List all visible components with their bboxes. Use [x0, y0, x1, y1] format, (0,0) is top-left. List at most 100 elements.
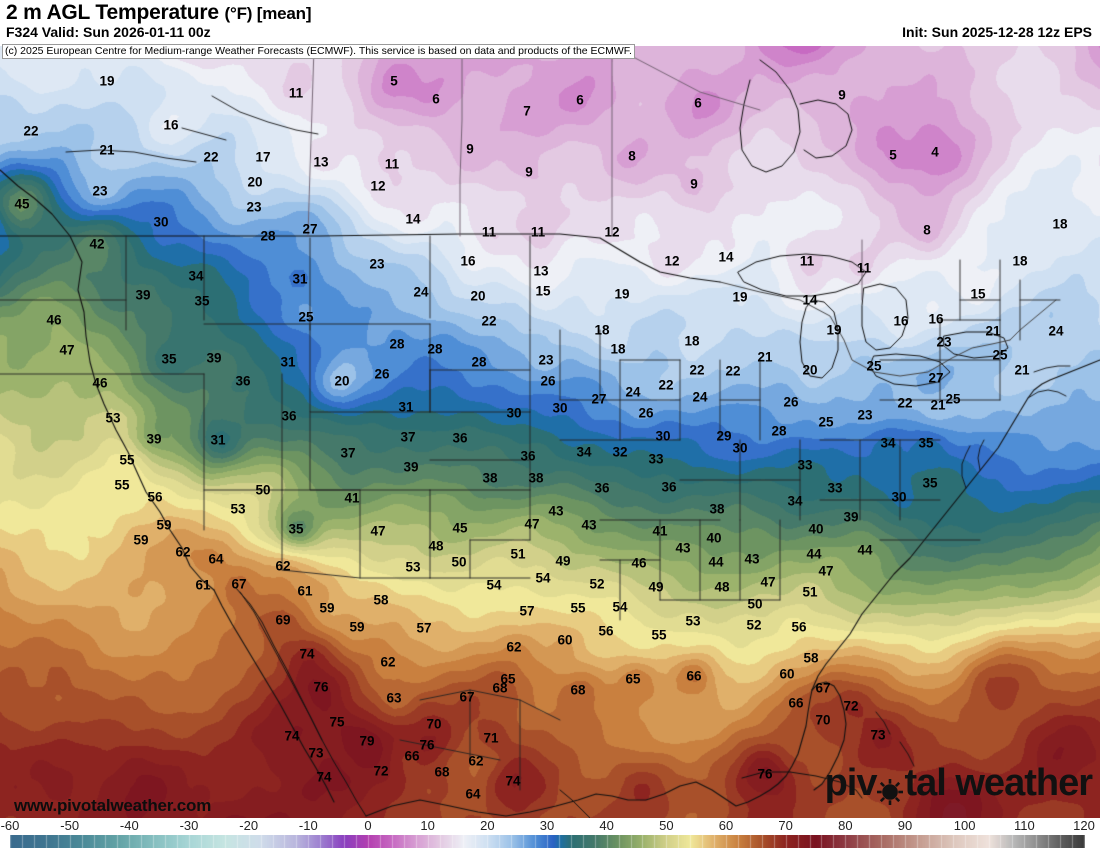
- temperature-value-label: 22: [658, 377, 674, 393]
- temperature-value-label: 51: [802, 584, 818, 600]
- temperature-value-label: 12: [664, 253, 680, 269]
- temperature-value-label: 28: [771, 423, 787, 439]
- gear-sun-icon: [877, 774, 904, 805]
- colorbar: -60 -50 -40 -30 -20 -10 0 10 20 30 40 50 60 70 80 90 100…: [0, 818, 1100, 850]
- temperature-value-label: 47: [760, 574, 776, 590]
- temperature-value-label: 30: [552, 400, 568, 416]
- temperature-value-label: 26: [638, 405, 654, 421]
- temperature-value-label: 17: [255, 149, 271, 165]
- temperature-value-label: 23: [936, 334, 952, 350]
- temperature-value-label: 15: [970, 286, 986, 302]
- temperature-value-label: 55: [114, 477, 130, 493]
- temperature-value-label: 49: [648, 579, 664, 595]
- temperature-value-label: 42: [89, 236, 105, 252]
- temperature-value-label: 21: [757, 349, 773, 365]
- temperature-value-label: 16: [163, 117, 179, 133]
- temperature-value-label: 47: [818, 563, 834, 579]
- temperature-value-label: 62: [175, 544, 191, 560]
- temperature-value-label: 6: [576, 92, 584, 108]
- valid-time-label: F324 Valid: Sun 2026-01-11 00z: [6, 24, 211, 40]
- temperature-value-label: 63: [386, 690, 402, 706]
- temperature-value-label: 49: [555, 553, 571, 569]
- temperature-value-label: 9: [690, 176, 698, 192]
- temperature-value-label: 53: [230, 501, 246, 517]
- temperature-value-label: 41: [652, 523, 668, 539]
- temperature-value-label: 47: [59, 342, 75, 358]
- temperature-value-label: 54: [612, 599, 628, 615]
- temperature-value-label: 34: [576, 444, 592, 460]
- temperature-value-label: 30: [655, 428, 671, 444]
- temperature-value-label: 20: [470, 288, 486, 304]
- temperature-value-label: 25: [945, 391, 961, 407]
- colorbar-tick: 30: [539, 818, 555, 833]
- colorbar-tick: 50: [659, 818, 674, 833]
- temperature-value-label: 45: [14, 196, 30, 212]
- temperature-value-label: 16: [893, 313, 909, 329]
- colorbar-tick: -40: [119, 818, 139, 833]
- colorbar-tick: 90: [897, 818, 913, 833]
- logo-text-part1: piv: [824, 762, 878, 804]
- temperature-value-label: 46: [631, 555, 647, 571]
- temperature-value-label: 58: [373, 592, 389, 608]
- temperature-value-label: 56: [147, 489, 163, 505]
- temperature-value-label: 20: [247, 174, 263, 190]
- temperature-value-label: 53: [105, 410, 121, 426]
- temperature-value-label: 56: [598, 623, 614, 639]
- temperature-value-label: 76: [313, 679, 329, 695]
- temperature-value-label: 18: [1012, 253, 1028, 269]
- temperature-value-label: 11: [481, 224, 497, 240]
- temperature-value-label: 9: [525, 164, 533, 180]
- temperature-value-label: 16: [460, 253, 476, 269]
- temperature-value-label: 27: [928, 370, 944, 386]
- temperature-value-label: 73: [870, 727, 886, 743]
- temperature-value-label: 23: [538, 352, 554, 368]
- temperature-value-label: 13: [533, 263, 549, 279]
- temperature-value-label: 52: [746, 617, 762, 633]
- temperature-value-label: 76: [419, 737, 435, 753]
- temperature-value-label: 39: [843, 509, 859, 525]
- temperature-value-label: 16: [928, 311, 944, 327]
- temperature-value-label: 18: [684, 333, 700, 349]
- temperature-value-label: 23: [857, 407, 873, 423]
- temperature-value-label: 11: [799, 253, 815, 269]
- temperature-value-label: 38: [482, 470, 498, 486]
- temperature-value-label: 39: [206, 350, 222, 366]
- temperature-value-label: 36: [520, 448, 536, 464]
- temperature-value-label: 65: [625, 671, 641, 687]
- temperature-value-label: 41: [344, 490, 360, 506]
- temperature-value-label: 48: [428, 538, 444, 554]
- temperature-value-label: 46: [46, 312, 62, 328]
- temperature-value-label: 62: [506, 639, 522, 655]
- temperature-value-label: 59: [156, 517, 172, 533]
- temperature-value-label: 20: [334, 373, 350, 389]
- temperature-value-label: 39: [146, 431, 162, 447]
- colorbar-tick: -60: [0, 818, 20, 833]
- temperature-value-label: 69: [275, 612, 291, 628]
- temperature-value-label: 50: [747, 596, 763, 612]
- temperature-value-label: 27: [591, 391, 607, 407]
- temperature-value-label: 64: [465, 786, 481, 802]
- temperature-value-label: 24: [1048, 323, 1064, 339]
- temperature-value-label: 11: [856, 260, 872, 276]
- colorbar-gradient: [10, 835, 1085, 848]
- temperature-value-label: 70: [815, 712, 831, 728]
- temperature-value-label: 21: [930, 397, 946, 413]
- temperature-value-label: 28: [260, 228, 276, 244]
- temperature-field-canvas[interactable]: [0, 46, 1100, 818]
- temperature-value-label: 56: [791, 619, 807, 635]
- temperature-value-label: 67: [231, 576, 247, 592]
- temperature-value-label: 30: [732, 440, 748, 456]
- temperature-value-label: 43: [548, 503, 564, 519]
- temperature-value-label: 61: [195, 577, 211, 593]
- title-text: 2 m AGL Temperature: [6, 1, 219, 24]
- temperature-value-label: 18: [610, 341, 626, 357]
- temperature-value-label: 23: [246, 199, 262, 215]
- colorbar-tick: 0: [364, 818, 372, 833]
- map-viewport[interactable]: 19 11 5 6 7 6 6 9 22 16 9 8 9 5 4 21 22 17 13 11 12 20 9 23 30 23…: [0, 46, 1100, 819]
- title-units: (°F) [mean]: [224, 4, 312, 23]
- temperature-value-label: 31: [292, 271, 308, 287]
- temperature-value-label: 68: [492, 680, 508, 696]
- temperature-value-label: 52: [589, 576, 605, 592]
- colorbar-tick: 100: [953, 818, 976, 833]
- temperature-value-label: 74: [284, 728, 300, 744]
